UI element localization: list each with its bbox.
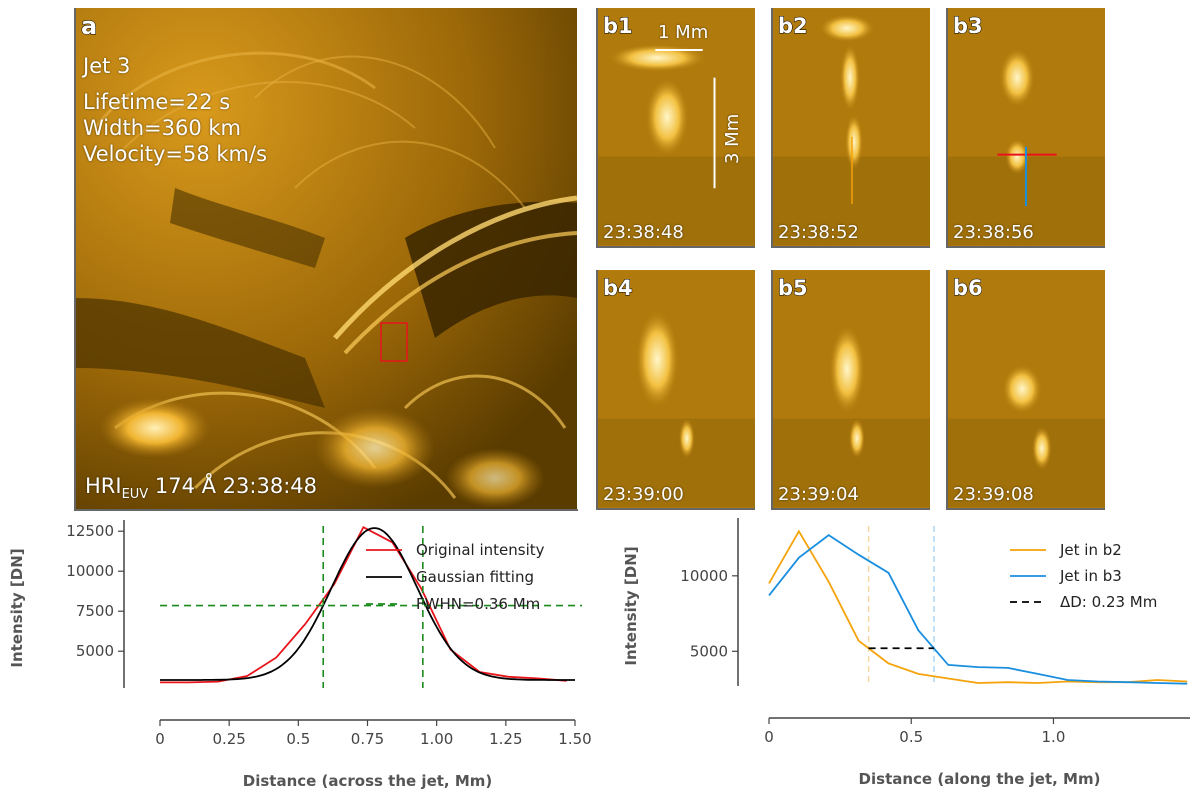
bright-feature [819, 14, 875, 43]
y-tick-label: 12500 [66, 522, 114, 540]
roi-box [380, 322, 408, 362]
frame-image [948, 270, 1105, 508]
y-tick-label: 5000 [690, 642, 728, 660]
x-tick-label: 0.75 [351, 730, 384, 748]
frame-time: 23:39:08 [953, 484, 1034, 505]
y-axis-label: Intensity [DN] [8, 548, 26, 667]
frame-image [773, 270, 930, 508]
x-tick-label: 0.5 [286, 730, 310, 748]
series-jet-b3 [768, 533, 1188, 685]
instrument-sub: EUV [121, 487, 149, 503]
bright-feature [1031, 426, 1052, 470]
frame-b4: b4 23:39:00 [596, 270, 755, 510]
frame-b6: b6 23:39:08 [946, 270, 1105, 510]
euv-image [75, 8, 577, 510]
y-axis-label: Intensity [DN] [622, 546, 640, 665]
bright-feature [829, 324, 865, 414]
x-tick-label: 1.0 [1042, 728, 1066, 746]
frame-time: 23:39:04 [778, 484, 859, 505]
legend-label: Jet in b2 [1059, 541, 1122, 559]
instrument-main: HRI [85, 474, 122, 498]
jet-name-label: Jet 3 [83, 54, 131, 78]
legend-label: Original intensity [416, 541, 545, 559]
instrument-caption: HRIEUV 174 Å 23:38:48 [85, 474, 317, 502]
frame-image [773, 8, 930, 246]
frame-tag: b4 [603, 276, 634, 301]
bright-feature [845, 114, 863, 170]
panel-a-frame [74, 8, 76, 510]
y-tick-label: 5000 [76, 642, 114, 660]
frame-image [948, 8, 1105, 246]
x-tick-label: 1.00 [420, 730, 453, 748]
series-gaussian-fitting [160, 527, 575, 681]
y-tick-label: 10000 [66, 562, 114, 580]
legend-label: ΔD: 0.23 Mm [1060, 593, 1157, 611]
y-tick-label: 10000 [680, 567, 728, 585]
x-tick-label: 1.25 [489, 730, 522, 748]
frame-time: 23:38:52 [778, 222, 859, 243]
frame-tag: b5 [778, 276, 809, 301]
width-label: Width=360 km [83, 116, 241, 140]
y-tick-label: 7500 [76, 602, 114, 620]
frame-tag: b6 [953, 276, 984, 301]
bright-feature [840, 44, 860, 112]
scale-label-horizontal: 1 Mm [658, 22, 709, 43]
legend-label: FWHN=0.36 Mm [416, 595, 540, 613]
frame-image [598, 270, 755, 508]
x-tick-label: 0 [155, 730, 165, 748]
bright-feature [1002, 364, 1042, 414]
panel-a-tag: a [80, 12, 98, 41]
x-tick-label: 0.5 [899, 728, 923, 746]
bright-feature [1005, 138, 1029, 175]
frame-time: 23:39:00 [603, 484, 684, 505]
frame-time: 23:38:56 [953, 222, 1034, 243]
bright-feature [645, 77, 689, 157]
x-tick-label: 0 [764, 728, 774, 746]
scale-label-vertical: 3 Mm [722, 113, 743, 164]
legend-label: Jet in b3 [1059, 567, 1122, 585]
chart-across-jet: 5000 7500 10000 12500 0 0.25 0.5 0.75 1.00 1.25 1.… [8, 520, 592, 790]
lifetime-label: Lifetime=22 s [83, 90, 231, 114]
chart-along-jet: 5000 10000 0 0.5 1.0 Distance (along the jet,… [622, 518, 1190, 788]
frame-tag: b2 [778, 14, 809, 39]
bright-feature [635, 310, 679, 409]
frame-image [598, 8, 755, 246]
bright-feature [999, 48, 1035, 108]
x-tick-label: 0.25 [212, 730, 245, 748]
bright-feature [607, 44, 707, 72]
instrument-caption-rest: 174 Å 23:38:48 [148, 474, 317, 498]
frame-tag: b3 [953, 14, 984, 39]
x-tick-label: 1.50 [558, 730, 591, 748]
frame-tag: b1 [603, 14, 634, 39]
velocity-label: Velocity=58 km/s [83, 142, 268, 166]
frame-b3: b3 23:38:56 [946, 8, 1105, 248]
bright-feature [849, 418, 865, 459]
bright-feature [678, 418, 695, 459]
frame-b5: b5 23:39:04 [771, 270, 930, 510]
panel-a-frame-bottom [74, 509, 578, 511]
x-axis-label: Distance (along the jet, Mm) [859, 770, 1101, 788]
legend-label: Gaussian fitting [416, 568, 534, 586]
x-axis-label: Distance (across the jet, Mm) [243, 772, 493, 790]
panel-a-euv-image: a Jet 3 Lifetime=22 s Width=360 km Veloc… [75, 8, 577, 510]
frame-time: 23:38:48 [603, 222, 684, 243]
frame-b1: b1 23:38:48 1 Mm 3 Mm [596, 8, 755, 248]
frame-b2: b2 23:38:52 [771, 8, 930, 248]
